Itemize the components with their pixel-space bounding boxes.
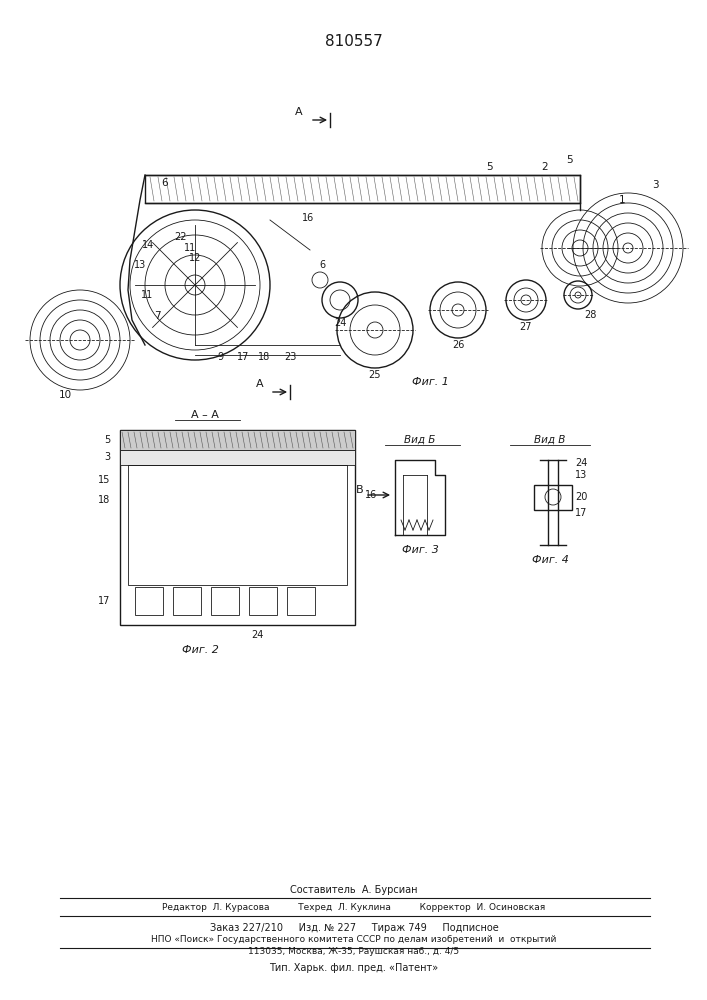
Bar [120, 430, 355, 450]
Bar [128, 465, 347, 585]
Text: 10: 10 [59, 390, 71, 400]
Text: 24: 24 [575, 458, 588, 468]
Text: 26: 26 [452, 340, 464, 350]
Text: 113035, Москва, Ж-35, Раушская наб., д. 4/5: 113035, Москва, Ж-35, Раушская наб., д. … [248, 948, 460, 956]
Text: 6: 6 [319, 260, 325, 270]
Text: Фиг. 4: Фиг. 4 [532, 555, 568, 565]
Bar [135, 587, 163, 615]
Text: 1: 1 [619, 195, 625, 205]
Text: 18: 18 [98, 495, 110, 505]
Text: 13: 13 [134, 260, 146, 270]
Text: 5: 5 [104, 435, 110, 445]
Text: Фиг. 2: Фиг. 2 [182, 645, 218, 655]
Text: 6: 6 [162, 178, 168, 188]
Text: 11: 11 [141, 290, 153, 300]
Text: Заказ 227/210     Изд. № 227     Тираж 749     Подписное: Заказ 227/210 Изд. № 227 Тираж 749 Подпи… [209, 923, 498, 933]
Text: Составитель  А. Бурсиан: Составитель А. Бурсиан [291, 885, 418, 895]
Text: 23: 23 [284, 352, 296, 362]
Bar [173, 587, 201, 615]
Text: 25: 25 [369, 370, 381, 380]
Text: 7: 7 [153, 311, 160, 321]
Bar [287, 587, 315, 615]
Text: А – А: А – А [191, 410, 219, 420]
Text: 9: 9 [217, 352, 223, 362]
Text: 24: 24 [334, 318, 346, 328]
Text: B: B [356, 485, 364, 495]
Text: 3: 3 [104, 452, 110, 462]
Bar [249, 587, 277, 615]
Text: 20: 20 [575, 492, 588, 502]
Bar [211, 587, 239, 615]
Text: Тип. Харьк. фил. пред. «Патент»: Тип. Харьк. фил. пред. «Патент» [269, 963, 438, 973]
Text: 15: 15 [98, 475, 110, 485]
Text: Редактор  Л. Курасова          Техред  Л. Куклина          Корректор  И. Осиновс: Редактор Л. Курасова Техред Л. Куклина К… [163, 902, 546, 912]
Text: 28: 28 [584, 310, 596, 320]
Text: Фиг. 3: Фиг. 3 [402, 545, 438, 555]
Text: Фиг. 1: Фиг. 1 [411, 377, 448, 387]
Text: 14: 14 [142, 240, 154, 250]
Bar [534, 485, 572, 510]
Text: 17: 17 [98, 596, 110, 606]
Text: 22: 22 [175, 232, 187, 242]
Text: 13: 13 [575, 470, 588, 480]
Text: 11: 11 [184, 243, 196, 253]
Text: 5: 5 [486, 162, 493, 172]
Text: 18: 18 [258, 352, 270, 362]
Text: 17: 17 [237, 352, 249, 362]
Text: 810557: 810557 [325, 34, 383, 49]
Text: НПО «Поиск» Государственного комитета СССР по делам изобретений  и  открытий: НПО «Поиск» Государственного комитета СС… [151, 936, 556, 944]
Text: Вид Б: Вид Б [404, 435, 436, 445]
Text: A: A [256, 379, 264, 389]
Bar [120, 430, 355, 625]
Text: 2: 2 [542, 162, 549, 172]
Text: 24: 24 [251, 630, 263, 640]
Text: 16: 16 [365, 490, 377, 500]
Text: 27: 27 [520, 322, 532, 332]
Text: 12: 12 [189, 253, 201, 263]
Text: 5: 5 [567, 155, 573, 165]
Text: Вид В: Вид В [534, 435, 566, 445]
Text: 3: 3 [652, 180, 658, 190]
Text: 17: 17 [575, 508, 588, 518]
Text: 16: 16 [302, 213, 314, 223]
Bar [120, 450, 355, 465]
Text: A: A [296, 107, 303, 117]
